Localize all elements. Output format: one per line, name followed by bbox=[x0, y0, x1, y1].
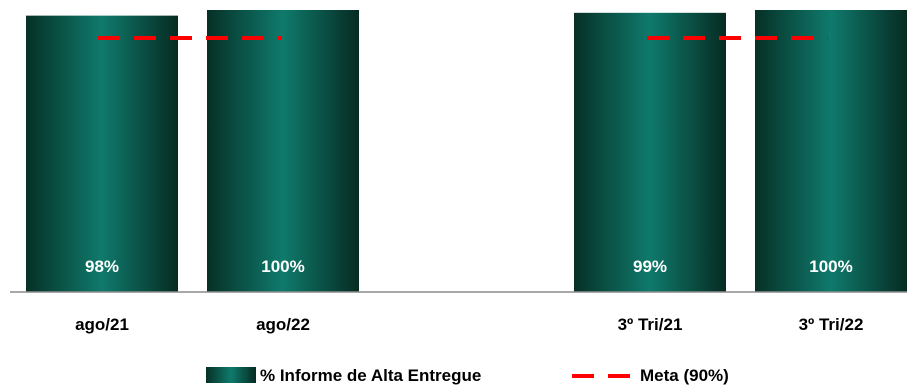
category-labels: ago/21 ago/22 3º Tri/21 3º Tri/22 bbox=[75, 315, 863, 334]
category-label: ago/22 bbox=[256, 315, 310, 334]
legend-label-target: Meta (90%) bbox=[640, 366, 729, 385]
bar-2 bbox=[207, 10, 359, 292]
bar-value-label: 99% bbox=[633, 257, 667, 276]
category-label: 3º Tri/22 bbox=[799, 315, 864, 334]
legend-swatch-bars bbox=[206, 367, 256, 383]
bar-1 bbox=[26, 15, 178, 292]
bar-4 bbox=[755, 10, 907, 292]
category-label: ago/21 bbox=[75, 315, 129, 334]
legend: % Informe de Alta Entregue Meta (90%) bbox=[206, 366, 729, 385]
bar-value-label: 98% bbox=[85, 257, 119, 276]
bar-value-label: 100% bbox=[261, 257, 304, 276]
bar-value-label: 100% bbox=[809, 257, 852, 276]
bars-layer: 98% 100% 99% 100% bbox=[26, 10, 907, 292]
bar-3 bbox=[574, 12, 726, 292]
legend-label-bars: % Informe de Alta Entregue bbox=[260, 366, 481, 385]
category-label: 3º Tri/21 bbox=[618, 315, 683, 334]
